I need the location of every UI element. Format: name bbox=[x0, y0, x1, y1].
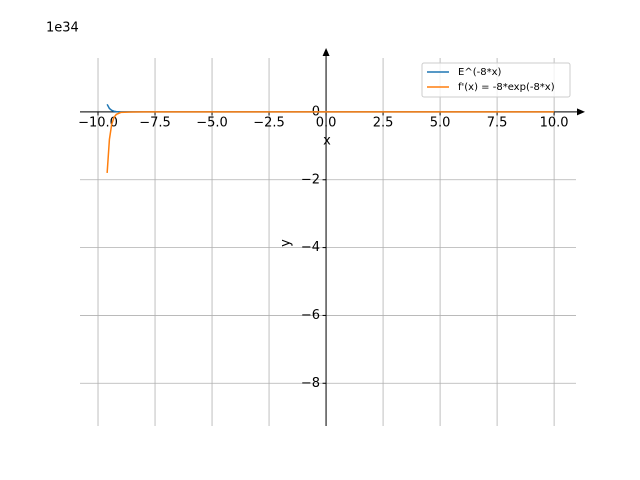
x-tick-label: 10.0 bbox=[540, 115, 569, 130]
x-tick-label: −5.0 bbox=[196, 115, 228, 130]
offset-text: 1e34 bbox=[46, 21, 79, 36]
y-tick-label: −8 bbox=[301, 376, 320, 391]
x-axis-arrow bbox=[577, 108, 585, 116]
legend-label: E^(-8*x) bbox=[458, 67, 501, 78]
legend-label: f'(x) = -8*exp(-8*x) bbox=[458, 82, 555, 93]
x-axis-label: x bbox=[323, 134, 331, 149]
y-axis-label: y bbox=[279, 239, 294, 247]
x-tick-label: 7.5 bbox=[487, 115, 508, 130]
line-series bbox=[106, 103, 555, 113]
y-tick-label: −4 bbox=[301, 240, 320, 255]
x-tick-label: −7.5 bbox=[139, 115, 171, 130]
x-tick-label: 2.5 bbox=[373, 115, 394, 130]
x-tick-label: 5.0 bbox=[430, 115, 451, 130]
legend-box bbox=[421, 62, 571, 98]
line-series bbox=[106, 111, 555, 174]
y-tick-label: −2 bbox=[301, 172, 320, 187]
x-tick-label: −10.0 bbox=[78, 115, 118, 130]
y-axis-arrow bbox=[322, 48, 330, 56]
x-tick-label: 0.0 bbox=[316, 115, 337, 130]
y-tick-label: −6 bbox=[301, 308, 320, 323]
x-tick-label: −2.5 bbox=[253, 115, 285, 130]
